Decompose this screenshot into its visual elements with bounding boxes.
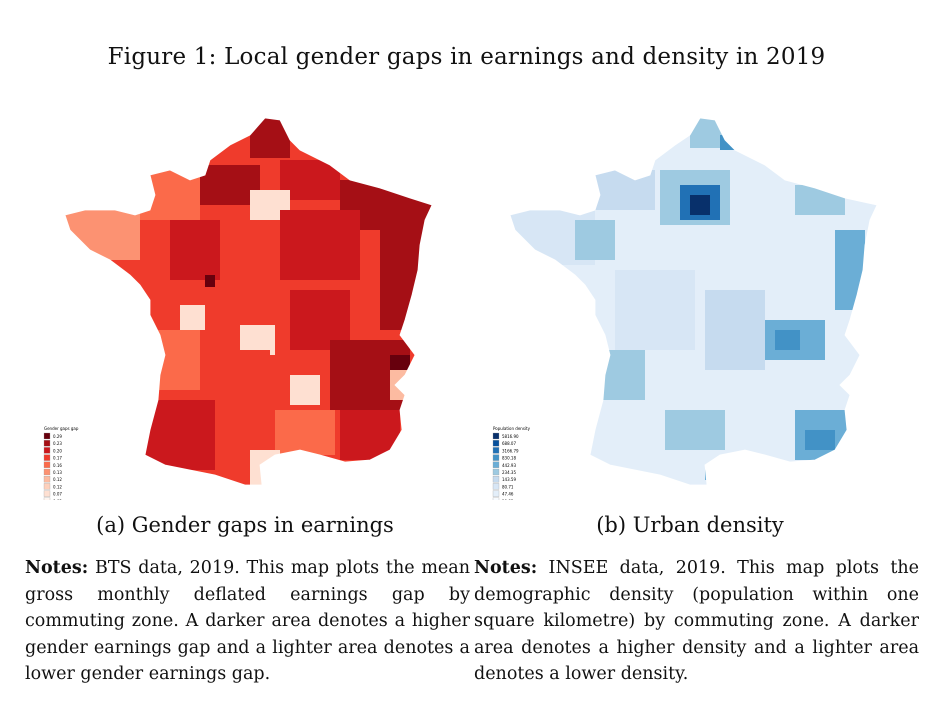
legend-label: 3166.79: [502, 448, 519, 453]
france-outline-b: [509, 117, 878, 486]
legend-label: 0.12: [53, 484, 62, 489]
legend-title: Population density: [493, 426, 531, 431]
legend-swatch: [492, 440, 500, 447]
legend-label: 0.07: [53, 492, 62, 497]
notes-label: Notes:: [474, 558, 538, 578]
legend-label: 830.18: [502, 456, 516, 461]
legend-label: 0.02: [53, 499, 62, 500]
legend-label: 5816.90: [502, 434, 519, 439]
legend-label: 0.20: [53, 448, 62, 453]
legend-swatch: [43, 461, 51, 468]
notes-a: Notes: BTS data, 2019. This map plots th…: [25, 555, 470, 688]
legend-label: 0.29: [53, 434, 62, 439]
legend-swatch: [43, 490, 51, 497]
legend-label: 47.46: [502, 492, 514, 497]
legend-swatch: [492, 432, 500, 440]
legend-swatch: [492, 476, 500, 483]
legend-swatch: [43, 497, 51, 500]
legend-label: 0.12: [53, 477, 62, 482]
legend-swatch: [492, 490, 500, 497]
notes-b: Notes: INSEE data, 2019. This map plots …: [474, 555, 919, 688]
legend-swatch: [43, 476, 51, 483]
urban-density-map: Population density 5816.90 688.07 3166.79 8…: [492, 117, 878, 500]
legend-swatch: [43, 483, 51, 490]
caption-b: (b) Urban density: [596, 513, 784, 537]
legend-swatch: [492, 468, 500, 476]
legend-label: 234.35: [502, 470, 516, 475]
legend-swatch: [43, 447, 51, 454]
legend-label: 0.17: [53, 456, 62, 461]
gender-gap-legend: Gender gaps gap 0.29 0.23 0.20 0.17 0.16 0.13…: [43, 426, 79, 500]
notes-text: INSEE data, 2019. This map plots the dem…: [474, 558, 919, 684]
notes-label: Notes:: [25, 558, 89, 578]
legend-label: 442.93: [502, 463, 516, 468]
gender-gap-regions: [65, 118, 432, 485]
legend-swatch: [492, 461, 500, 468]
legend-swatch: [492, 447, 500, 454]
legend-swatch: [43, 454, 51, 461]
legend-label: 143.59: [502, 477, 516, 482]
caption-a: (a) Gender gaps in earnings: [96, 513, 394, 537]
legend-label: 0.16: [53, 463, 62, 468]
legend-label: 0.13: [53, 470, 62, 475]
gender-gap-map: Gender gaps gap 0.29 0.23 0.20 0.17 0.16 0.13…: [43, 117, 433, 500]
legend-swatch: [492, 454, 500, 461]
figure-title: Figure 1: Local gender gaps in earnings …: [107, 44, 826, 70]
legend-swatch: [43, 432, 51, 440]
density-legend: Population density 5816.90 688.07 3166.79 8…: [492, 426, 531, 500]
legend-label: 0.23: [53, 441, 62, 446]
legend-label: 10.83: [502, 499, 514, 500]
france-outline-a: [64, 117, 433, 486]
legend-swatch: [492, 497, 500, 500]
legend-swatch: [43, 468, 51, 476]
notes-text: BTS data, 2019. This map plots the mean …: [25, 558, 470, 684]
legend-label: 688.07: [502, 441, 516, 446]
legend-title: Gender gaps gap: [44, 426, 79, 431]
legend-swatch: [492, 483, 500, 490]
density-regions: [510, 118, 877, 485]
legend-swatch: [43, 440, 51, 447]
legend-label: 80.71: [502, 484, 514, 489]
